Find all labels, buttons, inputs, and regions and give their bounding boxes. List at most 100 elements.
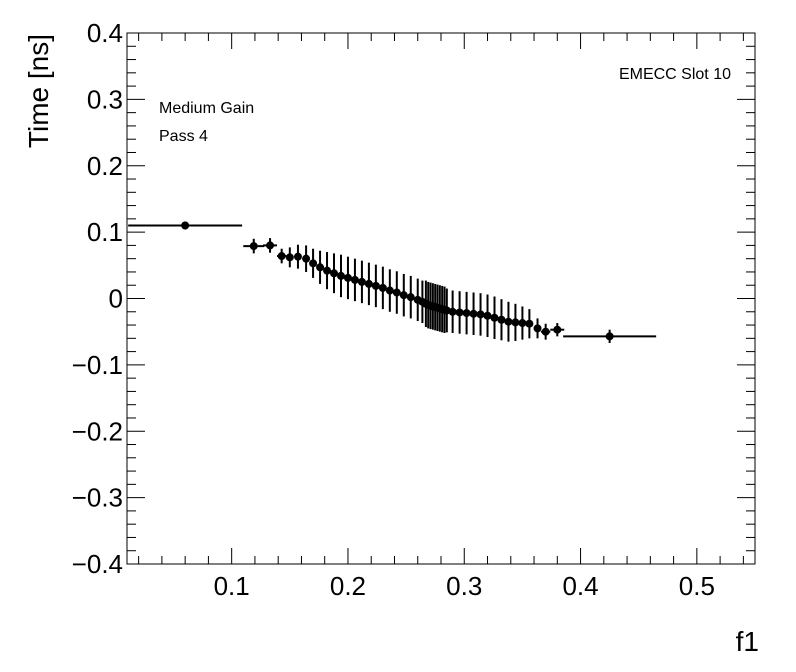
pass-label: Pass 4 bbox=[159, 128, 208, 145]
point-marker bbox=[483, 311, 492, 320]
data-point bbox=[371, 264, 380, 308]
point-marker bbox=[385, 286, 394, 295]
data-point bbox=[550, 323, 565, 337]
y-axis-title: Time [ns] bbox=[23, 34, 54, 148]
point-marker bbox=[469, 309, 478, 318]
data-point bbox=[541, 323, 551, 340]
point-marker bbox=[323, 266, 332, 275]
point-marker bbox=[249, 242, 258, 251]
x-axis-tick-labels: 0.1 0.2 0.3 0.4 0.5 bbox=[214, 571, 715, 601]
gain-label: Medium Gain bbox=[159, 100, 254, 117]
data-point bbox=[483, 294, 492, 337]
point-marker bbox=[392, 288, 401, 297]
x-tick-label: 0.4 bbox=[562, 571, 598, 601]
point-marker bbox=[511, 318, 520, 327]
point-marker bbox=[343, 273, 352, 282]
data-series bbox=[128, 221, 657, 343]
data-point bbox=[533, 318, 542, 339]
data-point bbox=[399, 273, 408, 317]
y-tick-label: 0.3 bbox=[87, 84, 123, 114]
point-marker bbox=[399, 291, 408, 300]
point-marker bbox=[533, 324, 542, 333]
slot-label: EMECC Slot 10 bbox=[619, 66, 731, 83]
data-point bbox=[455, 291, 464, 334]
x-tick-label: 0.2 bbox=[330, 571, 366, 601]
point-marker bbox=[330, 269, 339, 278]
x-axis-ticks bbox=[138, 33, 744, 564]
point-marker bbox=[462, 309, 471, 318]
data-point bbox=[378, 266, 387, 310]
data-point bbox=[350, 258, 359, 302]
data-point bbox=[336, 254, 345, 298]
data-point bbox=[263, 238, 278, 253]
data-point bbox=[364, 262, 373, 306]
data-point bbox=[476, 293, 485, 336]
point-marker bbox=[285, 253, 294, 262]
x-tick-label: 0.5 bbox=[679, 571, 715, 601]
point-marker bbox=[504, 317, 513, 326]
data-point bbox=[462, 291, 471, 335]
x-tick-label: 0.1 bbox=[214, 571, 250, 601]
point-marker bbox=[497, 315, 506, 324]
point-marker bbox=[455, 308, 464, 317]
point-marker bbox=[605, 332, 614, 341]
point-marker bbox=[476, 310, 485, 319]
data-point bbox=[343, 256, 352, 300]
data-point bbox=[392, 271, 401, 314]
point-marker bbox=[448, 307, 457, 316]
data-point bbox=[285, 247, 294, 268]
data-point bbox=[243, 238, 265, 254]
data-point bbox=[128, 221, 243, 230]
data-point bbox=[330, 253, 339, 294]
y-tick-label: −0.4 bbox=[72, 549, 123, 579]
data-point bbox=[469, 292, 478, 336]
data-point bbox=[302, 245, 311, 272]
data-point bbox=[525, 309, 534, 339]
data-point bbox=[385, 269, 394, 312]
point-marker bbox=[541, 327, 550, 336]
data-point bbox=[511, 303, 520, 341]
x-tick-label: 0.3 bbox=[446, 571, 482, 601]
y-tick-label: 0.4 bbox=[87, 18, 123, 48]
point-marker bbox=[371, 281, 380, 290]
point-marker bbox=[350, 275, 359, 284]
y-tick-label: 0.2 bbox=[87, 151, 123, 181]
y-tick-label: −0.2 bbox=[72, 416, 123, 446]
point-marker bbox=[406, 293, 415, 302]
point-marker bbox=[266, 241, 275, 250]
y-axis-tick-labels: −0.4 −0.3 −0.2 −0.1 0 0.1 0.2 0.3 0.4 bbox=[72, 18, 123, 579]
point-marker bbox=[378, 283, 387, 292]
y-tick-label: 0.1 bbox=[87, 217, 123, 247]
data-point bbox=[448, 290, 457, 334]
data-point bbox=[504, 301, 513, 342]
point-marker bbox=[525, 319, 534, 328]
data-point bbox=[293, 244, 302, 269]
point-marker bbox=[277, 252, 286, 261]
data-point bbox=[309, 248, 318, 278]
data-point bbox=[518, 306, 527, 340]
y-tick-label: −0.3 bbox=[72, 483, 123, 513]
point-marker bbox=[357, 277, 366, 286]
y-axis-ticks bbox=[127, 32, 755, 565]
point-marker bbox=[316, 263, 325, 272]
data-point bbox=[490, 296, 499, 339]
point-marker bbox=[553, 325, 562, 334]
y-tick-label: 0 bbox=[109, 284, 123, 314]
y-tick-label: −0.1 bbox=[72, 350, 123, 380]
point-marker bbox=[336, 271, 345, 280]
point-marker bbox=[293, 252, 302, 261]
data-point bbox=[316, 250, 325, 284]
data-point bbox=[563, 329, 657, 343]
point-marker bbox=[490, 313, 499, 322]
point-marker bbox=[518, 319, 527, 328]
point-marker bbox=[302, 254, 311, 263]
point-marker bbox=[309, 259, 318, 268]
data-point bbox=[357, 260, 366, 304]
x-axis-title: f1 bbox=[736, 626, 759, 657]
data-point bbox=[323, 252, 332, 290]
data-point bbox=[277, 248, 287, 264]
point-marker bbox=[364, 279, 373, 288]
data-point bbox=[406, 275, 415, 319]
point-marker bbox=[181, 221, 190, 230]
